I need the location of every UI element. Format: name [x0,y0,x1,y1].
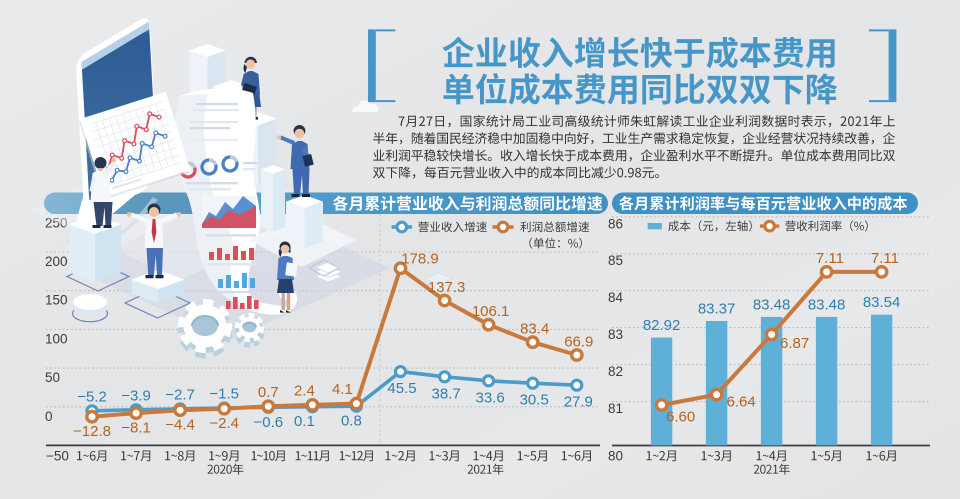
svg-text:0.1: 0.1 [294,413,315,430]
svg-text:−12.8: −12.8 [73,423,111,440]
svg-text:83: 83 [608,327,623,342]
svg-text:83.48: 83.48 [808,296,846,313]
svg-text:6.64: 6.64 [726,394,755,411]
svg-text:0.8: 0.8 [341,413,362,430]
svg-text:83.54: 83.54 [863,294,901,311]
svg-text:−3.9: −3.9 [121,387,151,404]
svg-text:100: 100 [45,331,68,346]
svg-text:66.9: 66.9 [564,334,593,351]
svg-text:250: 250 [45,215,68,230]
svg-text:45.5: 45.5 [387,380,416,397]
svg-text:178.9: 178.9 [401,250,439,267]
svg-text:86: 86 [608,216,623,231]
svg-text:−8.1: −8.1 [121,420,151,437]
svg-text:−50: −50 [46,449,69,464]
svg-text:−2.4: −2.4 [209,415,239,432]
svg-text:83.37: 83.37 [698,301,736,318]
svg-text:−0.6: −0.6 [253,414,283,431]
svg-text:−4.4: −4.4 [165,417,195,434]
svg-text:33.6: 33.6 [475,389,504,406]
svg-text:7.11: 7.11 [816,250,844,267]
svg-text:30.5: 30.5 [520,392,549,409]
svg-text:38.7: 38.7 [431,385,460,402]
svg-text:27.9: 27.9 [564,394,593,411]
svg-text:81: 81 [608,401,623,416]
svg-text:50: 50 [45,370,60,385]
svg-text:0: 0 [45,409,53,424]
svg-text:4.1: 4.1 [332,381,353,398]
svg-text:0.7: 0.7 [258,384,279,401]
svg-text:7.11: 7.11 [871,250,899,267]
svg-text:83.48: 83.48 [753,296,791,313]
svg-text:80: 80 [608,449,623,464]
svg-text:137.3: 137.3 [428,279,466,296]
svg-text:106.1: 106.1 [472,303,510,320]
svg-text:200: 200 [45,254,68,269]
svg-text:84: 84 [608,290,624,305]
svg-text:−5.2: −5.2 [77,388,107,405]
svg-text:6.87: 6.87 [780,335,809,352]
svg-text:83.4: 83.4 [520,321,549,338]
svg-text:−2.7: −2.7 [165,386,195,403]
svg-text:150: 150 [45,293,68,308]
svg-text:−1.5: −1.5 [209,386,239,403]
svg-text:2.4: 2.4 [294,382,315,399]
svg-text:85: 85 [608,253,623,268]
svg-text:82.92: 82.92 [643,317,681,334]
svg-text:6.60: 6.60 [666,409,695,426]
svg-text:82: 82 [608,364,623,379]
